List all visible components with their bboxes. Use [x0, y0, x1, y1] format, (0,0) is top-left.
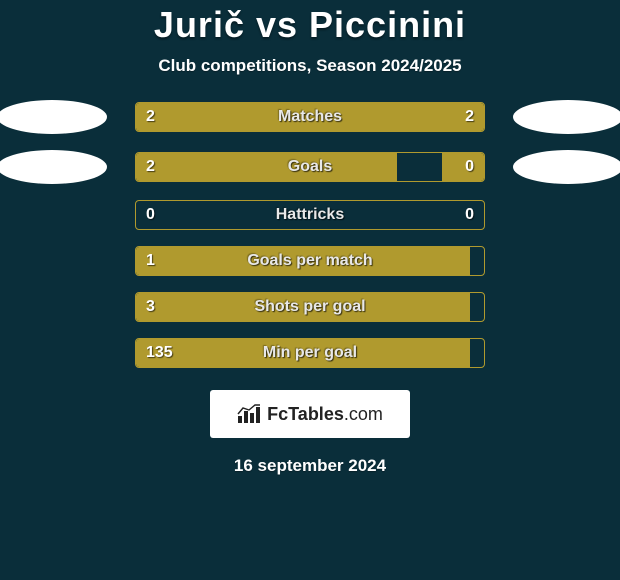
- page-title: Jurič vs Piccinini: [154, 4, 466, 46]
- stat-row: 135Min per goal: [0, 338, 620, 368]
- stat-row: 3Shots per goal: [0, 292, 620, 322]
- logo-text: FcTables.com: [267, 404, 383, 425]
- stat-bar: 22Matches: [135, 102, 485, 132]
- stat-bar: 3Shots per goal: [135, 292, 485, 322]
- stat-row: 22Matches: [0, 100, 620, 134]
- date-label: 16 september 2024: [234, 456, 386, 476]
- player-left-oval: [0, 100, 107, 134]
- stat-row: 1Goals per match: [0, 246, 620, 276]
- logo-box[interactable]: FcTables.com: [210, 390, 410, 438]
- stat-label: Shots per goal: [136, 293, 484, 321]
- stat-bar: 00Hattricks: [135, 200, 485, 230]
- player-right-oval: [513, 150, 620, 184]
- stat-label: Matches: [136, 103, 484, 131]
- stat-row: 00Hattricks: [0, 200, 620, 230]
- stat-label: Min per goal: [136, 339, 484, 367]
- page-subtitle: Club competitions, Season 2024/2025: [158, 56, 461, 76]
- stat-label: Goals per match: [136, 247, 484, 275]
- player-left-oval: [0, 150, 107, 184]
- stat-bar: 1Goals per match: [135, 246, 485, 276]
- logo-tld: .com: [344, 404, 383, 424]
- stat-bar: 135Min per goal: [135, 338, 485, 368]
- chart-icon: [237, 404, 261, 424]
- logo-brand: FcTables: [267, 404, 344, 424]
- stat-row: 20Goals: [0, 150, 620, 184]
- stat-label: Goals: [136, 153, 484, 181]
- player-right-oval: [513, 100, 620, 134]
- stat-label: Hattricks: [136, 201, 484, 229]
- stat-bar: 20Goals: [135, 152, 485, 182]
